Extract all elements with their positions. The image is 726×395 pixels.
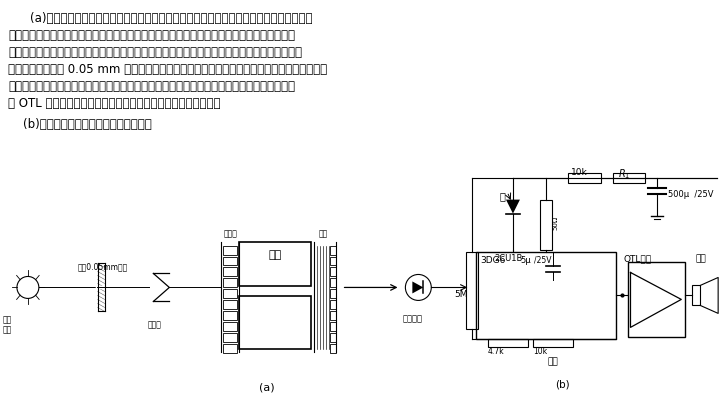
Text: 500μ  /25V: 500μ /25V bbox=[669, 190, 714, 199]
Bar bbox=[330, 344, 335, 353]
Text: (a)为记录在电影胶片上的黑白变化的、具有声音信号的声带，即有声电影。当机械齿轮带: (a)为记录在电影胶片上的黑白变化的、具有声音信号的声带，即有声电影。当机械齿轮… bbox=[30, 12, 312, 25]
Text: 到银幕，即我们肉眼看到的活动电影。在影片移动的同时，影片边的声带也同时移动；从激动灯: 到银幕，即我们肉眼看到的活动电影。在影片移动的同时，影片边的声带也同时移动；从激… bbox=[8, 46, 302, 59]
Text: 泡发出的光线经过 0.05 mm 的狭缝变为一束光线，再经过透镜组，光线射向声带；声带后有光: 泡发出的光线经过 0.05 mm 的狭缝变为一束光线，再经过透镜组，光线射向声带… bbox=[8, 63, 327, 76]
Bar bbox=[533, 339, 573, 347]
Text: 同步孔: 同步孔 bbox=[224, 229, 238, 239]
Text: OTL音放: OTL音放 bbox=[624, 254, 652, 263]
Bar bbox=[223, 267, 237, 276]
Bar bbox=[239, 296, 311, 349]
Bar bbox=[568, 173, 600, 182]
Polygon shape bbox=[506, 199, 520, 214]
Text: 输出: 输出 bbox=[548, 357, 558, 366]
Bar bbox=[693, 286, 700, 305]
Text: 3DG6: 3DG6 bbox=[480, 256, 505, 265]
Text: $R_1$: $R_1$ bbox=[618, 167, 630, 181]
Text: 声带: 声带 bbox=[319, 229, 328, 239]
Bar bbox=[466, 252, 478, 329]
Bar bbox=[488, 339, 528, 347]
Bar bbox=[540, 199, 552, 250]
Text: 10k: 10k bbox=[571, 167, 587, 177]
Bar bbox=[330, 301, 335, 309]
Bar bbox=[476, 252, 616, 339]
Bar bbox=[239, 241, 311, 286]
Text: (b): (b) bbox=[555, 379, 570, 389]
Bar bbox=[330, 256, 335, 265]
Text: 5μ: 5μ bbox=[520, 256, 531, 265]
Bar bbox=[223, 278, 237, 288]
Bar bbox=[330, 290, 335, 299]
Text: (b)为电影机上使用的光敏二极管线路。: (b)为电影机上使用的光敏二极管线路。 bbox=[8, 118, 152, 131]
Bar bbox=[330, 333, 335, 342]
Bar bbox=[223, 290, 237, 299]
Bar bbox=[223, 333, 237, 342]
Bar bbox=[223, 301, 237, 309]
Polygon shape bbox=[412, 282, 423, 293]
Text: 光栏0.05mm狭缝: 光栏0.05mm狭缝 bbox=[78, 263, 128, 271]
Text: 光电元件: 光电元件 bbox=[402, 314, 423, 324]
Text: 50Ω: 50Ω bbox=[552, 215, 559, 230]
Bar bbox=[613, 173, 645, 182]
Text: (a): (a) bbox=[259, 382, 274, 392]
Text: 2CU1B: 2CU1B bbox=[494, 254, 523, 263]
Text: 画面: 画面 bbox=[269, 250, 282, 260]
Text: 4.7k: 4.7k bbox=[488, 347, 505, 356]
Text: 电元件，它接收来自声带的强弱变化的交变光信号，将其转换为电信号；这个音频的电信号通: 电元件，它接收来自声带的强弱变化的交变光信号，将其转换为电信号；这个音频的电信号… bbox=[8, 80, 295, 93]
Text: 10k: 10k bbox=[533, 347, 547, 356]
Text: /25V: /25V bbox=[534, 256, 551, 265]
Bar bbox=[330, 278, 335, 288]
Bar bbox=[627, 263, 685, 337]
Bar bbox=[330, 267, 335, 276]
Text: 透镜组: 透镜组 bbox=[147, 320, 161, 329]
Text: 激励
灯泡: 激励 灯泡 bbox=[3, 315, 12, 335]
Text: 5M: 5M bbox=[454, 290, 468, 299]
Text: 光: 光 bbox=[500, 192, 506, 201]
Bar bbox=[330, 311, 335, 320]
Text: 过 OTL 音频放大，输送到喂叭，放出与画面同步的语言或音乐。: 过 OTL 音频放大，输送到喂叭，放出与画面同步的语言或音乐。 bbox=[8, 97, 221, 110]
Bar bbox=[223, 311, 237, 320]
Bar bbox=[330, 246, 335, 254]
Text: 动电影片的同步孔移动时，光线通过一幅幅映画，且经过放映镜头的放大，将画面的光线投射: 动电影片的同步孔移动时，光线通过一幅幅映画，且经过放映镜头的放大，将画面的光线投… bbox=[8, 29, 295, 42]
Bar bbox=[223, 344, 237, 353]
Text: 喇叭: 喇叭 bbox=[696, 254, 706, 263]
Bar bbox=[330, 322, 335, 331]
Bar bbox=[223, 322, 237, 331]
Bar bbox=[223, 246, 237, 254]
Bar bbox=[223, 256, 237, 265]
